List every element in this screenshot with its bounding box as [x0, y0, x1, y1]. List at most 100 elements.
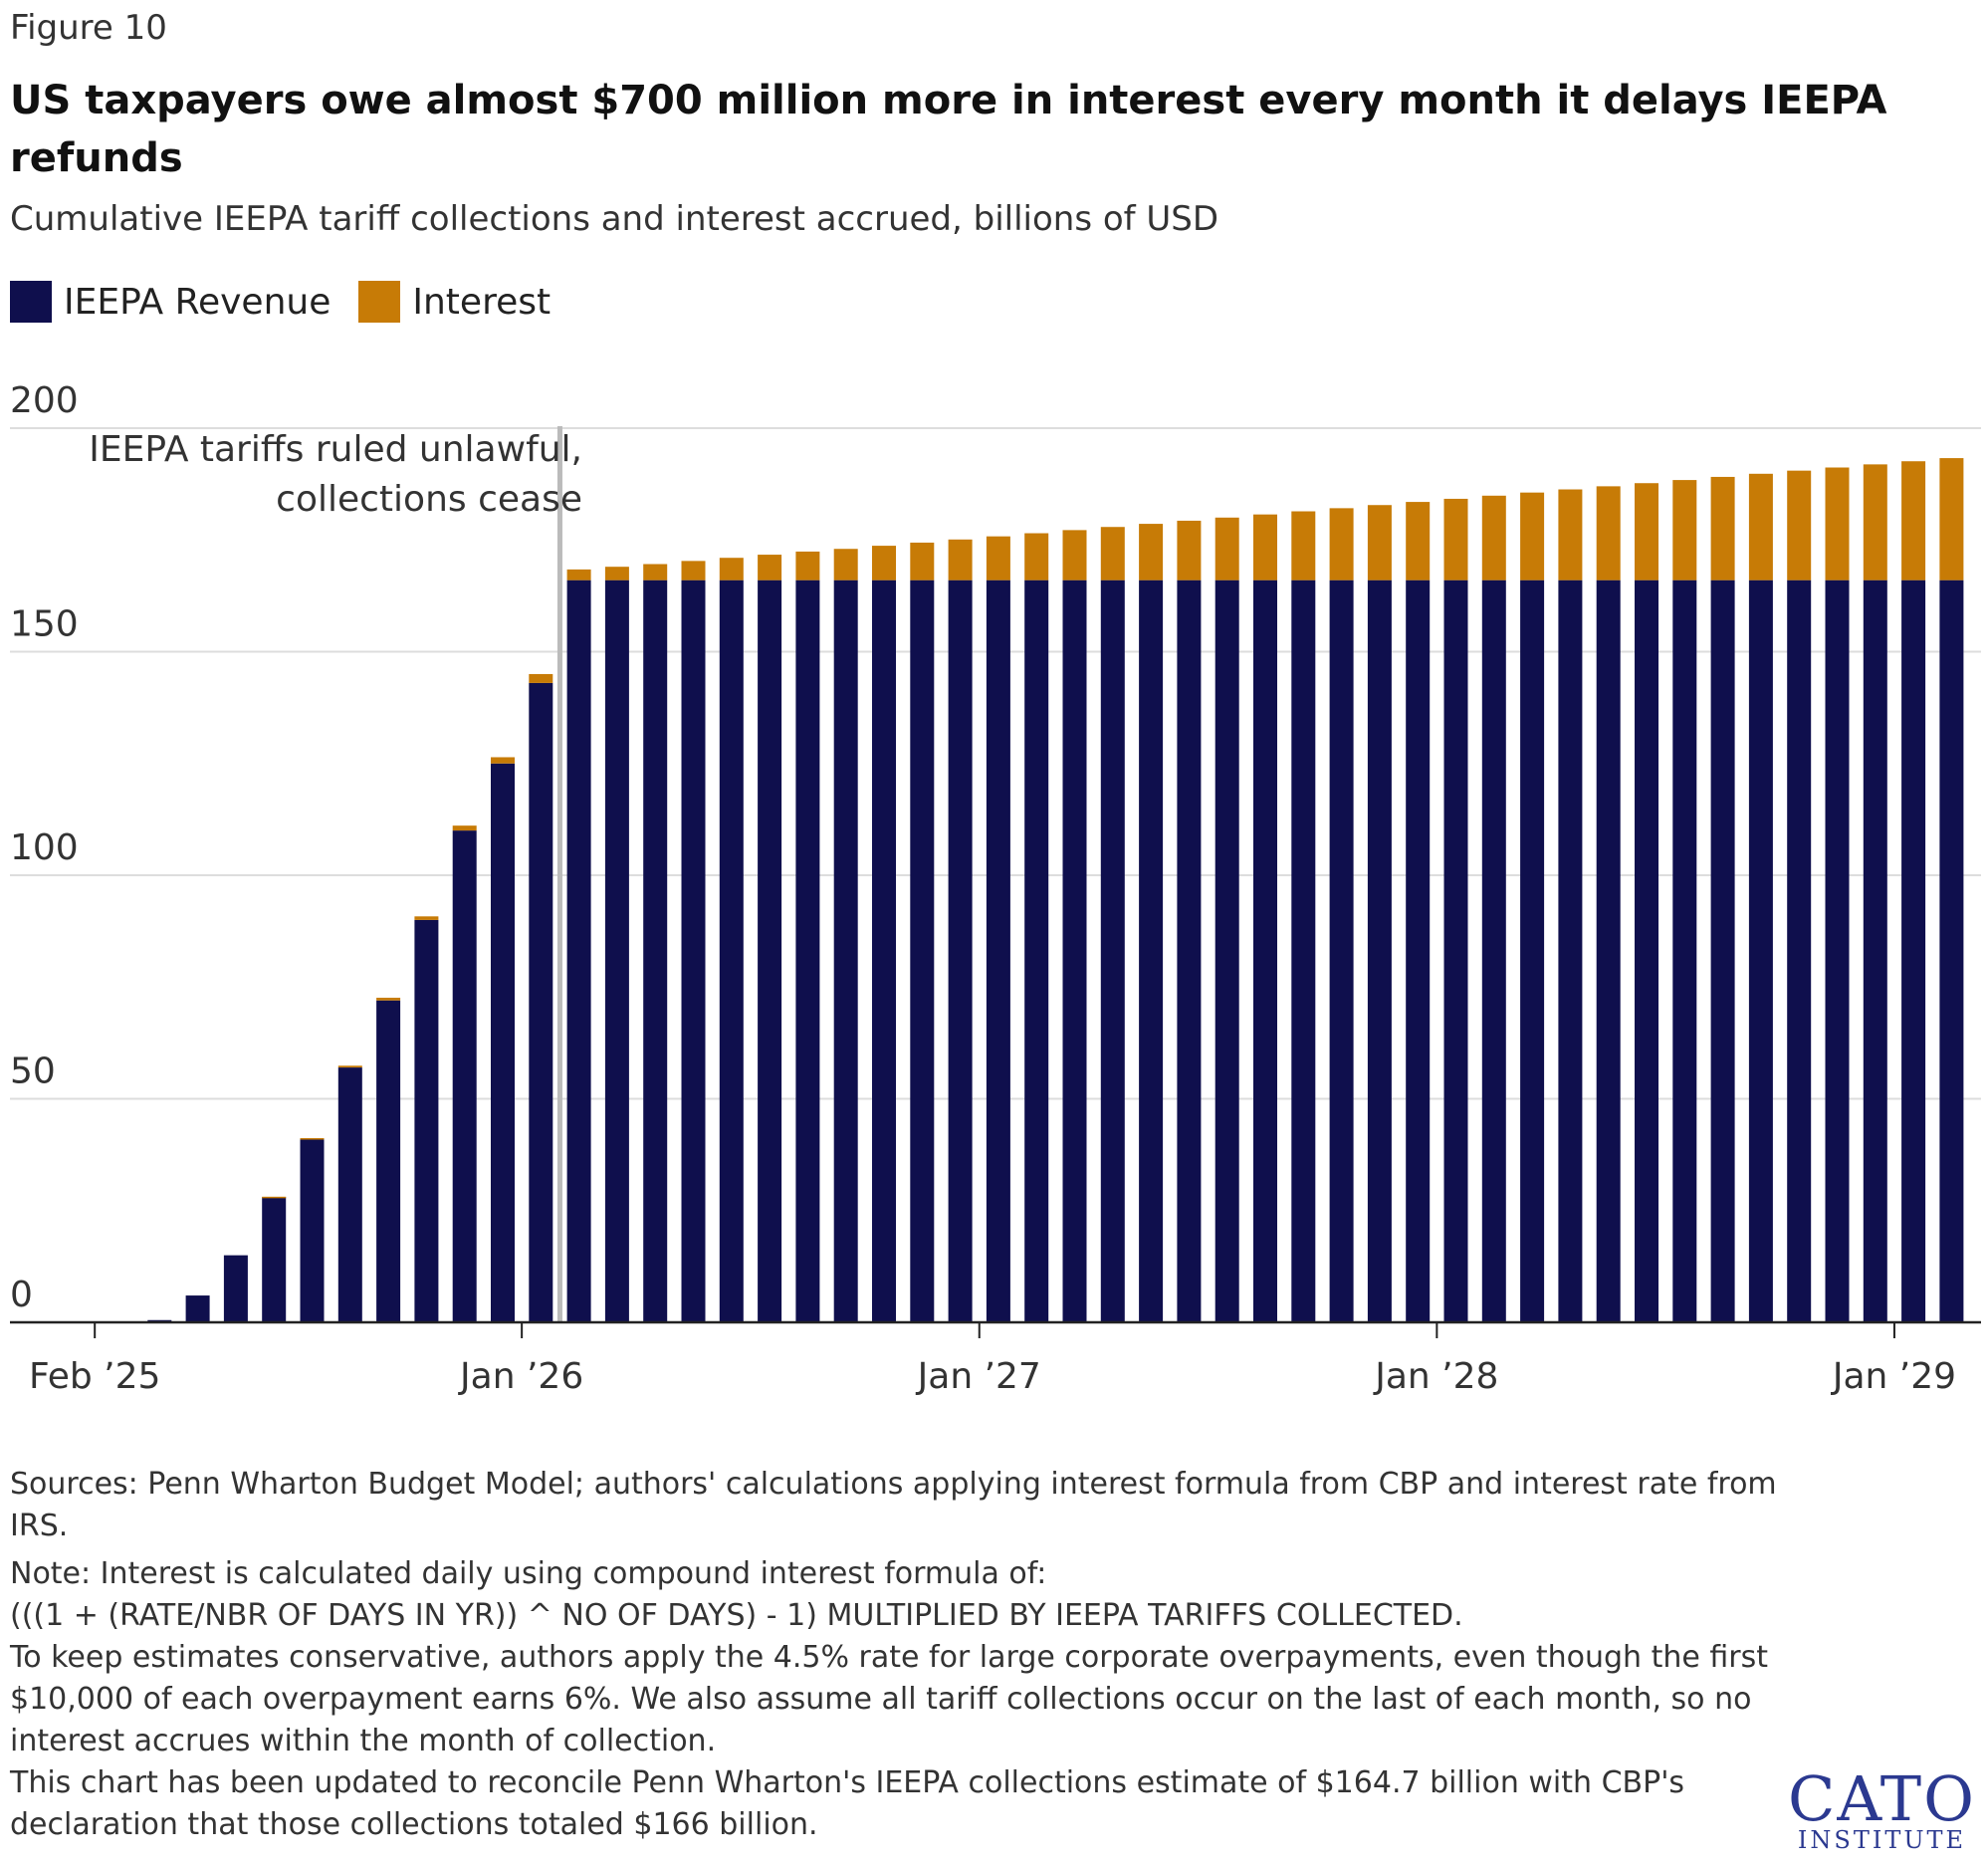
bar-interest-4 — [262, 1196, 287, 1199]
bar-interest-38 — [1558, 489, 1583, 581]
bar-interest-35 — [1443, 498, 1468, 581]
notes: Sources: Penn Wharton Budget Model; auth… — [10, 1464, 1802, 1846]
bar-interest-47 — [1901, 461, 1926, 581]
bar-interest-18 — [795, 551, 820, 581]
logo-name: CATO — [1787, 1762, 1976, 1835]
bar-interest-31 — [1291, 511, 1316, 581]
bar-interest-25 — [1062, 530, 1087, 581]
bar-interest-11 — [529, 673, 553, 683]
bar-interest-34 — [1406, 502, 1431, 581]
y-tick-label-150: 150 — [10, 604, 79, 645]
bar-interest-16 — [719, 558, 744, 581]
bar-revenue-22 — [948, 580, 973, 1322]
bar-revenue-5 — [300, 1138, 325, 1322]
bar-interest-39 — [1596, 486, 1621, 581]
bar-interest-17 — [758, 555, 782, 581]
bar-interest-36 — [1481, 495, 1506, 581]
bar-interest-30 — [1253, 514, 1277, 581]
legend-swatch-interest — [358, 281, 401, 323]
bar-revenue-44 — [1787, 580, 1812, 1322]
x-tick-label-4: Jan ’29 — [1831, 1356, 1956, 1397]
annotation-line-2: collections cease — [276, 479, 582, 520]
bar-interest-6 — [337, 1065, 362, 1068]
bar-interest-19 — [833, 549, 858, 581]
bar-interest-32 — [1329, 508, 1354, 581]
bar-interest-13 — [604, 567, 629, 581]
chart-title: US taxpayers owe almost $700 million mor… — [10, 78, 1887, 181]
x-tick-label-3: Jan ’28 — [1373, 1356, 1498, 1397]
bar-revenue-23 — [986, 580, 1010, 1322]
bar-revenue-32 — [1329, 580, 1354, 1322]
bar-revenue-42 — [1710, 580, 1735, 1322]
bar-interest-44 — [1787, 470, 1812, 581]
x-tick-label-2: Jan ’27 — [916, 1356, 1041, 1397]
y-tick-label-200: 200 — [10, 380, 79, 421]
bar-revenue-27 — [1139, 580, 1164, 1322]
axis-layer: 0 50 100 150 200 Feb ’25 Jan ’26 Jan ’27 Jan ’28… — [10, 380, 1981, 1397]
bar-revenue-15 — [681, 580, 706, 1322]
bar-interest-26 — [1100, 527, 1125, 581]
bar-revenue-34 — [1406, 580, 1431, 1322]
note-conservative: To keep estimates conservative, authors … — [10, 1640, 1769, 1758]
x-tick-label-1: Jan ’26 — [458, 1356, 583, 1397]
legend-label-revenue: IEEPA Revenue — [64, 281, 331, 323]
bar-revenue-26 — [1100, 580, 1125, 1322]
bar-interest-22 — [948, 539, 973, 581]
bar-revenue-31 — [1291, 580, 1316, 1322]
bar-revenue-41 — [1672, 580, 1697, 1322]
bar-revenue-11 — [529, 682, 553, 1322]
bar-revenue-19 — [833, 580, 858, 1322]
bar-revenue-38 — [1558, 580, 1583, 1322]
bar-layer — [147, 458, 1964, 1322]
bar-revenue-28 — [1177, 580, 1202, 1322]
bar-revenue-24 — [1024, 580, 1049, 1322]
bar-interest-46 — [1863, 464, 1887, 581]
bar-interest-10 — [491, 757, 515, 764]
chart-subtitle: Cumulative IEEPA tariff collections and … — [10, 199, 1219, 239]
bar-revenue-21 — [910, 580, 935, 1322]
legend: IEEPA Revenue Interest — [10, 281, 578, 323]
note-update: This chart has been updated to reconcile… — [10, 1765, 1685, 1842]
annotation-layer: IEEPA tariffs ruled unlawful, collection… — [89, 429, 582, 520]
bar-revenue-2 — [185, 1295, 210, 1322]
bar-interest-41 — [1672, 480, 1697, 581]
bar-revenue-7 — [376, 1000, 401, 1322]
bar-interest-9 — [452, 825, 477, 831]
bar-revenue-20 — [872, 580, 896, 1322]
bar-interest-43 — [1748, 473, 1773, 581]
bar-interest-23 — [986, 536, 1010, 581]
bar-revenue-12 — [566, 580, 591, 1322]
bar-revenue-6 — [337, 1067, 362, 1322]
y-tick-label-0: 0 — [10, 1275, 33, 1315]
bar-interest-15 — [681, 561, 706, 581]
bar-revenue-13 — [604, 580, 629, 1322]
stacked-bar-chart: 0 50 100 150 200 Feb ’25 Jan ’26 Jan ’27 Jan ’28… — [10, 380, 1981, 1397]
bar-interest-28 — [1177, 520, 1202, 581]
bar-revenue-48 — [1939, 580, 1964, 1322]
bar-revenue-46 — [1863, 580, 1887, 1322]
note-intro: Note: Interest is calculated daily using… — [10, 1556, 1047, 1591]
bar-revenue-18 — [795, 580, 820, 1322]
bar-revenue-25 — [1062, 580, 1087, 1322]
figure-label: Figure 10 — [10, 8, 167, 48]
legend-item-revenue: IEEPA Revenue — [10, 281, 331, 323]
note-formula: (((1 + (RATE/NBR OF DAYS IN YR)) ^ NO OF… — [10, 1598, 1463, 1633]
bar-revenue-17 — [758, 580, 782, 1322]
bar-interest-27 — [1139, 524, 1164, 581]
bar-revenue-14 — [643, 580, 668, 1322]
bar-revenue-43 — [1748, 580, 1773, 1322]
bar-revenue-9 — [452, 830, 477, 1322]
bar-revenue-30 — [1253, 580, 1277, 1322]
bar-revenue-8 — [414, 919, 439, 1322]
legend-label-interest: Interest — [412, 281, 552, 323]
bar-revenue-36 — [1481, 580, 1506, 1322]
annotation-line-1: IEEPA tariffs ruled unlawful, — [89, 429, 582, 470]
y-tick-label-50: 50 — [10, 1051, 56, 1092]
bar-revenue-10 — [491, 763, 515, 1322]
bar-interest-20 — [872, 546, 896, 581]
bar-interest-12 — [566, 569, 591, 581]
bar-revenue-37 — [1520, 580, 1545, 1322]
bar-revenue-47 — [1901, 580, 1926, 1322]
bar-interest-5 — [300, 1138, 325, 1140]
bar-interest-24 — [1024, 533, 1049, 581]
